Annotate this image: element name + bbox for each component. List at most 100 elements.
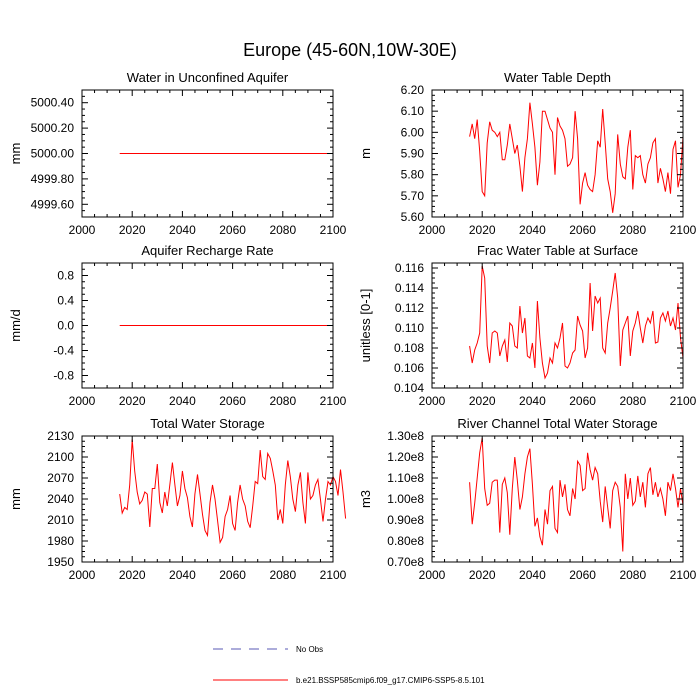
y-tick-label: 1.00e8 <box>387 492 424 506</box>
y-tick-label: 5.80 <box>401 168 425 182</box>
y-tick-label: 0.116 <box>395 261 424 275</box>
y-tick-label: 0.90e8 <box>387 513 424 527</box>
x-tick-label: 2060 <box>569 394 596 408</box>
y-tick-label: 1.30e8 <box>387 429 424 443</box>
y-tick-label: 1980 <box>47 534 74 548</box>
x-tick-label: 2000 <box>69 223 96 237</box>
y-axis-label: m3 <box>358 490 373 508</box>
x-tick-label: 2100 <box>320 394 347 408</box>
legend-obs-label: No Obs <box>296 645 323 654</box>
y-tick-label: 2130 <box>47 429 74 443</box>
y-tick-label: 0.4 <box>57 294 74 308</box>
y-tick-label: 0.80e8 <box>387 534 424 548</box>
x-tick-label: 2020 <box>469 394 496 408</box>
x-tick-label: 2060 <box>569 568 596 582</box>
panel-title: Aquifer Recharge Rate <box>141 243 273 258</box>
x-tick-label: 2060 <box>219 568 246 582</box>
legend-model-label: b.e21.BSSP585cmip6.f09_g17.CMIP6-SSP5-8.… <box>296 676 485 685</box>
chart-panel: Total Water Storage mm 2000 2020 2040 2060 208… <box>8 416 347 582</box>
plot-frame <box>431 89 684 218</box>
y-tick-label: 6.10 <box>401 104 425 118</box>
x-tick-label: 2040 <box>169 223 196 237</box>
chart-panel: Aquifer Recharge Rate mm/d 2000 2020 2040 206… <box>8 243 347 408</box>
panel-title: River Channel Total Water Storage <box>457 416 657 431</box>
series-line <box>469 265 684 380</box>
x-tick-label: 2100 <box>670 394 697 408</box>
y-tick-label: 1950 <box>47 555 74 569</box>
plot-frame <box>81 435 334 563</box>
y-tick-label: 2100 <box>47 450 74 464</box>
y-tick-label: 0.108 <box>394 341 424 355</box>
y-tick-label: 0.0 <box>57 319 74 333</box>
panel-title: Water in Unconfined Aquifer <box>127 70 289 85</box>
y-tick-label: 5.70 <box>401 189 425 203</box>
y-tick-label: 5.90 <box>401 147 425 161</box>
x-tick-label: 2080 <box>269 568 296 582</box>
x-tick-label: 2040 <box>519 394 546 408</box>
x-tick-label: 2040 <box>169 568 196 582</box>
y-tick-label: 5.60 <box>401 210 425 224</box>
y-tick-label: 0.104 <box>394 381 424 395</box>
x-tick-label: 2060 <box>569 223 596 237</box>
x-tick-label: 2000 <box>69 394 96 408</box>
x-tick-label: 2000 <box>419 568 446 582</box>
x-tick-label: 2000 <box>419 394 446 408</box>
series-line <box>119 439 347 545</box>
y-tick-label: 5000.20 <box>31 121 75 135</box>
x-tick-label: 2000 <box>419 223 446 237</box>
x-tick-label: 2000 <box>69 568 96 582</box>
legend: No Obs b.e21.BSSP585cmip6.f09_g17.CMIP6-… <box>213 645 485 685</box>
panel-title: Total Water Storage <box>150 416 264 431</box>
plot-frame <box>431 435 684 563</box>
y-axis-label: m <box>358 148 373 159</box>
x-tick-label: 2100 <box>320 568 347 582</box>
x-tick-label: 2040 <box>519 223 546 237</box>
y-tick-label: 0.8 <box>57 269 74 283</box>
y-tick-label: 4999.60 <box>31 197 75 211</box>
y-tick-label: -0.4 <box>53 344 74 358</box>
figure-title: Europe (45-60N,10W-30E) <box>243 40 457 60</box>
y-tick-label: -0.8 <box>53 369 74 383</box>
y-tick-label: 1.10e8 <box>387 471 424 485</box>
y-tick-label: 0.70e8 <box>387 555 424 569</box>
series-line <box>469 438 684 552</box>
panel-title: Water Table Depth <box>504 70 611 85</box>
y-axis-label: mm <box>8 488 23 510</box>
y-tick-label: 5000.40 <box>31 96 75 110</box>
x-tick-label: 2040 <box>519 568 546 582</box>
x-tick-label: 2060 <box>219 394 246 408</box>
y-tick-label: 1.20e8 <box>387 450 424 464</box>
y-tick-label: 4999.80 <box>31 172 75 186</box>
series-line <box>469 102 684 213</box>
x-tick-label: 2100 <box>670 568 697 582</box>
x-tick-label: 2040 <box>169 394 196 408</box>
y-tick-label: 0.112 <box>395 301 424 315</box>
x-tick-label: 2020 <box>119 568 146 582</box>
chart-panel: Water in Unconfined Aquifer mm 2000 2020 204… <box>8 70 347 237</box>
x-tick-label: 2020 <box>469 223 496 237</box>
panel-title: Frac Water Table at Surface <box>477 243 638 258</box>
x-tick-label: 2100 <box>320 223 347 237</box>
y-axis-label: mm <box>8 143 23 165</box>
y-tick-label: 2010 <box>47 513 74 527</box>
panels: Water in Unconfined Aquifer mm 2000 2020 204… <box>8 70 697 582</box>
chart-panel: Frac Water Table at Surface unitless [0-1… <box>358 243 697 408</box>
y-tick-label: 5000.00 <box>31 147 75 161</box>
x-tick-label: 2060 <box>219 223 246 237</box>
chart-panel: Water Table Depth m 2000 2020 2040 2060 2080 21… <box>358 70 697 237</box>
y-axis-label: mm/d <box>8 309 23 342</box>
y-tick-label: 0.114 <box>395 281 424 295</box>
x-tick-label: 2020 <box>469 568 496 582</box>
y-tick-label: 2070 <box>47 471 74 485</box>
y-tick-label: 2040 <box>47 492 74 506</box>
x-tick-label: 2080 <box>619 568 646 582</box>
x-tick-label: 2080 <box>619 394 646 408</box>
x-tick-label: 2100 <box>670 223 697 237</box>
y-axis-label: unitless [0-1] <box>358 289 373 363</box>
x-tick-label: 2080 <box>269 394 296 408</box>
x-tick-label: 2020 <box>119 223 146 237</box>
y-tick-label: 0.110 <box>395 321 424 335</box>
y-tick-label: 6.00 <box>401 125 425 139</box>
chart-panel: River Channel Total Water Storage m3 2000 2… <box>358 416 697 582</box>
